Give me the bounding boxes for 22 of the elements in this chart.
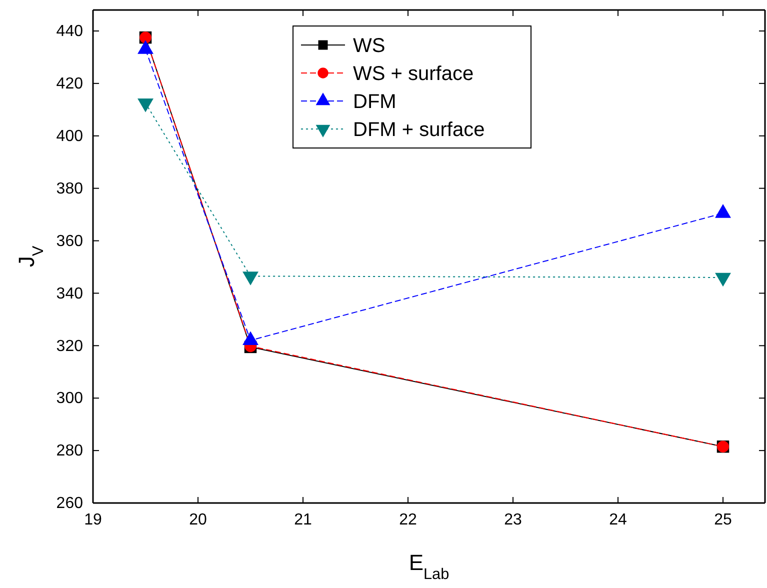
x-tick-label: 25 bbox=[714, 511, 732, 528]
x-tick-label: 22 bbox=[399, 511, 417, 528]
y-tick-label: 360 bbox=[56, 232, 84, 250]
legend-label: DFM bbox=[353, 91, 396, 113]
y-tick-label: 340 bbox=[56, 285, 84, 302]
y-tick-label: 280 bbox=[56, 442, 84, 460]
x-tick-label: 20 bbox=[189, 511, 207, 528]
x-tick-label: 23 bbox=[504, 511, 522, 528]
x-axis-title: E$_{Lab}$ bbox=[408, 550, 450, 582]
y-tick-label: 380 bbox=[56, 180, 84, 198]
x-tick-label: 19 bbox=[84, 511, 102, 528]
legend-label: WS bbox=[353, 35, 386, 57]
y-tick-label: 420 bbox=[56, 76, 84, 93]
legend-label: WS + surface bbox=[353, 63, 474, 85]
y-tick-label: 300 bbox=[56, 390, 84, 408]
y-tick-label: 400 bbox=[56, 128, 84, 145]
legend-label: DFM + surface bbox=[353, 119, 485, 141]
y-tick-label: 440 bbox=[56, 23, 84, 40]
x-tick-label: 21 bbox=[294, 511, 312, 528]
y-tick-label: 320 bbox=[56, 338, 84, 355]
y-tick-label: 260 bbox=[56, 495, 84, 512]
x-tick-label: 24 bbox=[609, 511, 627, 528]
